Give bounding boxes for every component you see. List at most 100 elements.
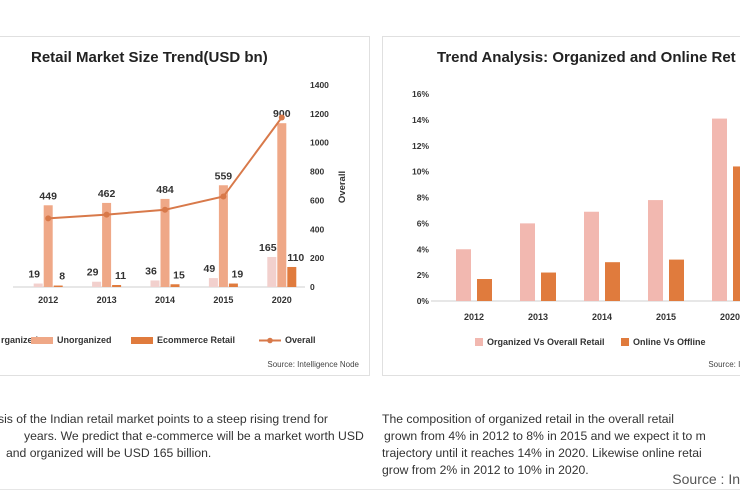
x-tick-label: 2020 [720, 312, 740, 322]
data-label: 449 [39, 190, 57, 202]
paragraph-line: The composition of organized retail in t… [382, 412, 674, 426]
data-label: 19 [232, 269, 244, 281]
retail-market-size-chart: 19 449 8 2012 29 462 11 2013 36 484 15 2014 49 559 19 2… [1, 80, 348, 345]
paragraph-line: grow from 2% in 2012 to 10% in 2020. [382, 463, 589, 477]
legend-label: Organized Vs Overall Retail [487, 337, 605, 347]
bar-ecommerce [170, 284, 180, 287]
line-point-overall [220, 193, 227, 200]
bar-ecommerce [53, 285, 63, 287]
x-tick-label: 2014 [592, 312, 612, 322]
y-tick-label: 4% [417, 244, 430, 254]
y-tick-label: 10% [412, 167, 429, 177]
legend-swatch [475, 338, 483, 346]
bar-organized [33, 283, 43, 287]
data-label: 19 [28, 269, 40, 281]
legend-swatch [131, 337, 153, 344]
y-tick-label: 12% [412, 141, 429, 151]
analysis-paragraph-right: The composition of organized retail in t… [382, 411, 740, 479]
x-tick-label: 2015 [656, 312, 676, 322]
legend-swatch [31, 337, 53, 344]
bar-organized [208, 278, 218, 287]
chart-source-left: Source: Intelligence Node [267, 360, 359, 369]
y-tick-label: 16% [412, 89, 429, 99]
bar-online-vs-offline [541, 272, 556, 301]
legend-label: Ecommerce Retail [157, 335, 235, 345]
retail-market-size-panel: Retail Market Size Trend(USD bn) 19 449 8 2… [0, 36, 370, 376]
y2-tick-label: 200 [310, 253, 324, 263]
y2-tick-label: 600 [310, 195, 324, 205]
y2-tick-label: 1400 [310, 80, 329, 90]
bar-online-vs-offline [477, 279, 492, 301]
bar-ecommerce [287, 266, 297, 287]
x-tick-label: 2013 [97, 295, 117, 305]
data-label: 165 [259, 242, 277, 254]
paragraph-line: and organized will be USD 165 billion. [6, 446, 212, 460]
data-label: 8 [59, 271, 65, 283]
chart-source-right: Source: Int [708, 360, 740, 369]
bar-online-vs-offline [733, 166, 740, 301]
bar-organized-vs-overall [648, 200, 663, 301]
trend-analysis-chart: 0% 2% 4% 6% 8% 10% 12% 14% 16% 2012 2013 2014 2015 20… [412, 89, 740, 347]
analysis-paragraph-left: sis of the Indian retail market points t… [0, 411, 370, 462]
chart-title-trend-analysis: Trend Analysis: Organized and Online Ret [437, 49, 736, 66]
bar-unorganized [218, 185, 228, 287]
data-label: 110 [287, 252, 304, 264]
bar-unorganized [102, 202, 112, 287]
bar-ecommerce [228, 283, 238, 287]
paragraph-line: years. We predict that e-commerce will b… [24, 429, 364, 443]
bar-unorganized [277, 123, 287, 287]
y-tick-label: 14% [412, 115, 429, 125]
paragraph-line: trajectory until it reaches 14% in 2020.… [382, 446, 702, 460]
y-tick-label: 2% [417, 270, 430, 280]
bar-organized-vs-overall [712, 118, 727, 301]
data-label: 484 [156, 184, 174, 196]
paragraph-line: sis of the Indian retail market points t… [0, 412, 328, 426]
data-label: 15 [173, 269, 185, 281]
y2-tick-label: 1000 [310, 138, 329, 148]
x-tick-label: 2015 [213, 295, 233, 305]
y2-axis-label: Overall [337, 171, 348, 203]
data-label: 11 [115, 270, 126, 282]
bar-organized [92, 281, 102, 287]
bar-online-vs-offline [669, 259, 684, 301]
line-point-overall [162, 206, 168, 213]
legend-label: Online Vs Offline [633, 337, 706, 347]
bar-unorganized [43, 205, 53, 287]
bar-online-vs-offline [605, 262, 620, 301]
data-label: 900 [273, 108, 291, 120]
y2-tick-label: 400 [310, 224, 324, 234]
y-tick-label: 8% [417, 193, 430, 203]
legend-label: Overall [285, 335, 316, 345]
x-tick-label: 2013 [528, 312, 548, 322]
footer-source: Source : In [672, 471, 740, 487]
x-tick-label: 2014 [155, 295, 175, 305]
y2-tick-label: 800 [310, 167, 324, 177]
trend-analysis-panel: Trend Analysis: Organized and Online Ret… [382, 36, 740, 376]
bar-organized [267, 256, 277, 287]
bar-unorganized [160, 198, 170, 287]
legend-label: Unorganized [57, 335, 112, 345]
data-label: 559 [215, 170, 233, 182]
bar-organized [150, 280, 160, 287]
y2-tick-label: 0 [310, 282, 315, 292]
y-tick-label: 6% [417, 218, 430, 228]
legend-label: rganized [1, 335, 38, 345]
bar-ecommerce [112, 284, 122, 287]
data-label: 462 [98, 188, 116, 200]
line-point-overall [278, 114, 285, 121]
bar-organized-vs-overall [456, 249, 471, 301]
paragraph-line: grown from 4% in 2012 to 8% in 2015 and … [384, 429, 706, 443]
bar-organized-vs-overall [584, 211, 599, 301]
y2-tick-label: 1200 [310, 109, 329, 119]
data-label: 29 [87, 267, 99, 279]
data-label: 36 [145, 265, 157, 277]
legend-marker [267, 337, 273, 344]
data-label: 49 [204, 263, 216, 275]
x-tick-label: 2012 [38, 295, 58, 305]
line-point-overall [103, 211, 110, 218]
bar-organized-vs-overall [520, 223, 535, 301]
x-tick-label: 2020 [272, 295, 292, 305]
chart-title-retail-market-size: Retail Market Size Trend(USD bn) [31, 49, 268, 66]
x-tick-label: 2012 [464, 312, 484, 322]
y-tick-label: 0% [417, 296, 430, 306]
